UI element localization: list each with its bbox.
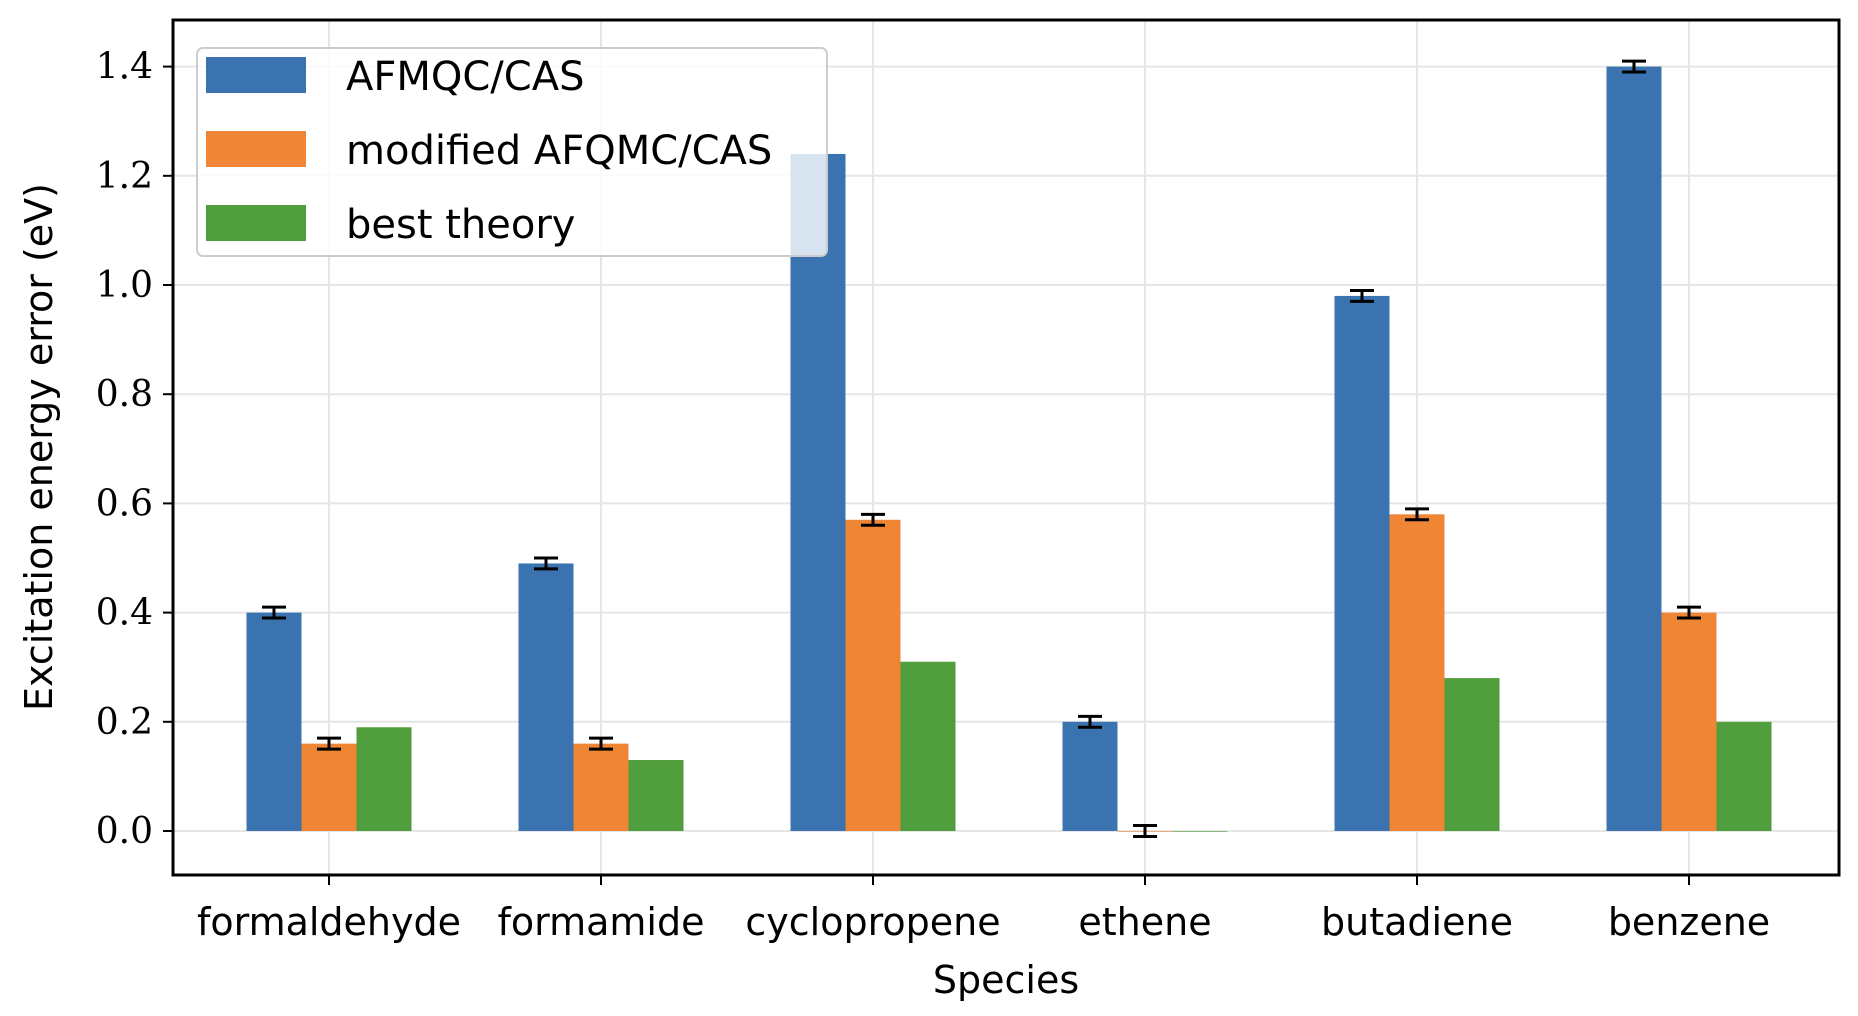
bar-afmqc-cas-formaldehyde [246, 612, 302, 831]
y-tick-label: 0.8 [96, 374, 153, 415]
y-tick-label: 0.0 [96, 811, 153, 852]
x-tick-label-cyclopropene: cyclopropene [745, 900, 1000, 944]
plot-frame [171, 18, 1841, 877]
bars [246, 66, 1772, 832]
bar-afmqc-cas-benzene [1606, 66, 1662, 832]
bar-best-theory-cyclopropene [900, 661, 956, 831]
y-tick-label: 0.4 [96, 593, 153, 634]
legend-swatch-afmqc-cas [206, 57, 306, 93]
y-axis-label: Excitation energy error (eV) [17, 183, 61, 711]
y-tick-label: 1.0 [96, 265, 153, 306]
bar-modified-afqmc-cas-cyclopropene [845, 519, 901, 831]
axis-ticks: 0.0 0.2 0.4 0.6 0.8 1.0 1.2 1.4 formaldehyde form… [96, 47, 1770, 944]
bar-best-theory-formamide [628, 760, 684, 831]
y-tick-label: 0.6 [96, 483, 153, 524]
x-tick-label-butadiene: butadiene [1321, 900, 1513, 944]
bar-best-theory-ethene [1172, 831, 1228, 832]
x-axis-label: Species [933, 958, 1079, 1002]
bar-best-theory-benzene [1716, 721, 1772, 831]
legend: AFMQC/CAS modified AFQMC/CAS best theory [196, 47, 828, 257]
y-tick-label: 0.2 [96, 702, 153, 743]
error-bars [262, 59, 1701, 838]
bar-afmqc-cas-formamide [518, 563, 574, 831]
legend-label-afmqc-cas: AFMQC/CAS [346, 54, 584, 100]
bar-modified-afqmc-cas-formamide [573, 743, 629, 831]
x-tick-label-benzene: benzene [1608, 900, 1770, 944]
bar-modified-afqmc-cas-formaldehyde [301, 743, 357, 831]
bar-afmqc-cas-ethene [1062, 721, 1118, 831]
bar-best-theory-formaldehyde [356, 727, 412, 831]
x-tick-label-formamide: formamide [498, 900, 705, 944]
bar-afmqc-cas-butadiene [1334, 295, 1390, 831]
y-tick-label: 1.2 [96, 156, 153, 197]
bar-modified-afqmc-cas-benzene [1661, 612, 1717, 831]
bar-afmqc-cas-cyclopropene [790, 153, 846, 831]
legend-label-best-theory: best theory [346, 202, 575, 248]
legend-swatch-best-theory [206, 205, 306, 241]
legend-box [196, 47, 828, 257]
legend-swatch-modified-afqmc-cas [206, 131, 306, 167]
y-tick-label: 1.4 [96, 47, 153, 88]
legend-label-modified-afqmc-cas: modified AFQMC/CAS [346, 128, 772, 174]
x-tick-label-ethene: ethene [1078, 900, 1211, 944]
bar-best-theory-butadiene [1444, 678, 1500, 831]
x-tick-label-formaldehyde: formaldehyde [197, 900, 461, 944]
bar-modified-afqmc-cas-butadiene [1389, 514, 1445, 831]
